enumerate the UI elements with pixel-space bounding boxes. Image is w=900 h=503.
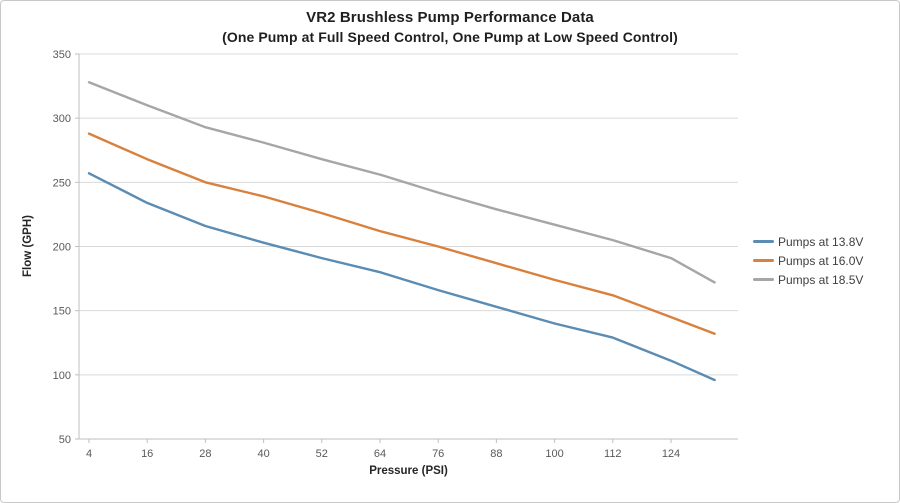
y-tick-label: 50 <box>59 434 71 446</box>
legend-line-icon <box>753 240 774 243</box>
chart-title: VR2 Brushless Pump Performance Data <box>306 9 594 26</box>
y-tick-label: 100 <box>53 370 71 382</box>
x-tick-label: 76 <box>432 448 444 460</box>
legend: Pumps at 13.8V Pumps at 16.0V Pumps at 18.… <box>753 232 863 289</box>
chart-subtitle: (One Pump at Full Speed Control, One Pum… <box>222 29 678 45</box>
legend-label: Pumps at 18.5V <box>778 272 864 287</box>
x-tick-label: 124 <box>662 448 680 460</box>
x-tick-label: 40 <box>257 448 269 460</box>
legend-item: Pumps at 18.5V <box>753 270 863 289</box>
x-tick-label: 52 <box>316 448 328 460</box>
y-tick-label: 350 <box>53 49 71 61</box>
series-line <box>87 132 716 335</box>
series-line <box>87 80 716 284</box>
series-line <box>87 172 716 382</box>
x-tick-label: 88 <box>490 448 502 460</box>
x-tick-label: 100 <box>545 448 563 460</box>
x-tick-label: 16 <box>141 448 153 460</box>
legend-label: Pumps at 16.0V <box>778 253 864 268</box>
y-tick-label: 200 <box>53 242 71 254</box>
y-tick-label: 250 <box>53 177 71 189</box>
x-axis-title: Pressure (PSI) <box>369 465 448 477</box>
y-tick-label: 150 <box>53 306 71 318</box>
legend-item: Pumps at 16.0V <box>753 251 863 270</box>
x-tick-label: 28 <box>199 448 211 460</box>
legend-item: Pumps at 13.8V <box>753 232 863 251</box>
y-axis-title: Flow (GPH) <box>22 215 34 277</box>
legend-line-icon <box>753 278 774 281</box>
legend-label: Pumps at 13.8V <box>778 234 864 249</box>
x-tick-label: 4 <box>86 448 92 460</box>
x-tick-label: 64 <box>374 448 386 460</box>
legend-line-icon <box>753 259 774 262</box>
y-tick-label: 300 <box>53 113 71 125</box>
x-tick-label: 112 <box>604 448 622 460</box>
